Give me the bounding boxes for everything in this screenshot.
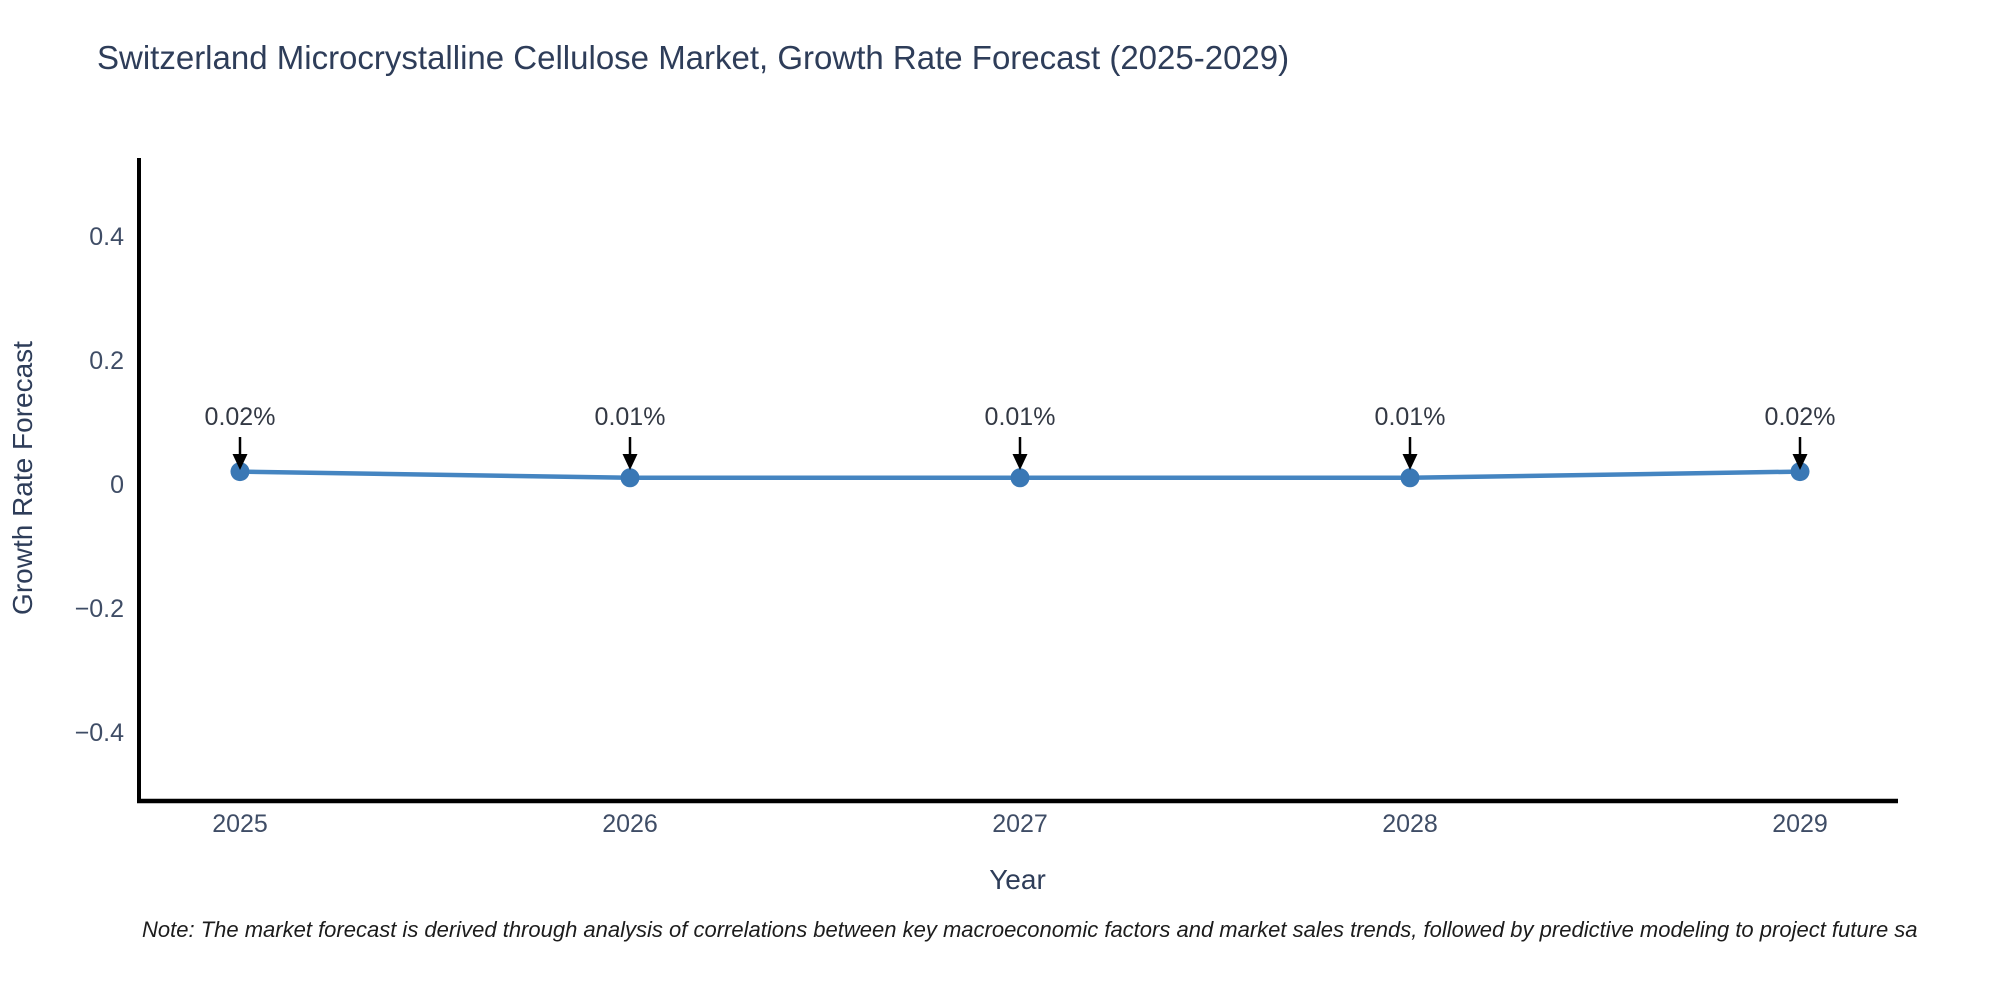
point-annotation: 0.01% xyxy=(595,403,666,431)
y-tick-label: 0.4 xyxy=(89,223,124,251)
data-point xyxy=(1010,468,1030,488)
chart-title: Switzerland Microcrystalline Cellulose M… xyxy=(97,39,1290,76)
x-axis-title: Year xyxy=(989,864,1046,895)
y-axis-title: Growth Rate Forecast xyxy=(7,341,38,615)
data-point xyxy=(1400,468,1420,488)
data-point xyxy=(1790,462,1810,482)
point-annotation: 0.01% xyxy=(985,403,1056,431)
annotation-arrowhead xyxy=(1402,454,1418,470)
point-annotation: 0.02% xyxy=(205,403,276,431)
data-point xyxy=(230,462,250,482)
annotation-arrowhead xyxy=(1012,454,1028,470)
annotation-arrowhead xyxy=(622,454,638,470)
footnote: Note: The market forecast is derived thr… xyxy=(142,917,1918,942)
annotation-arrowhead xyxy=(232,454,248,470)
y-tick-label: −0.4 xyxy=(75,719,124,747)
x-tick-label: 2025 xyxy=(212,810,268,838)
point-annotation: 0.01% xyxy=(1375,403,1446,431)
y-tick-label: 0.2 xyxy=(89,347,124,375)
y-tick-label: 0 xyxy=(110,471,124,499)
point-annotation: 0.02% xyxy=(1765,403,1836,431)
y-tick-label: −0.2 xyxy=(75,595,124,623)
x-tick-label: 2029 xyxy=(1772,810,1828,838)
data-point xyxy=(620,468,640,488)
x-tick-label: 2026 xyxy=(602,810,658,838)
x-tick-label: 2027 xyxy=(992,810,1048,838)
annotation-arrowhead xyxy=(1792,454,1808,470)
x-tick-label: 2028 xyxy=(1382,810,1438,838)
